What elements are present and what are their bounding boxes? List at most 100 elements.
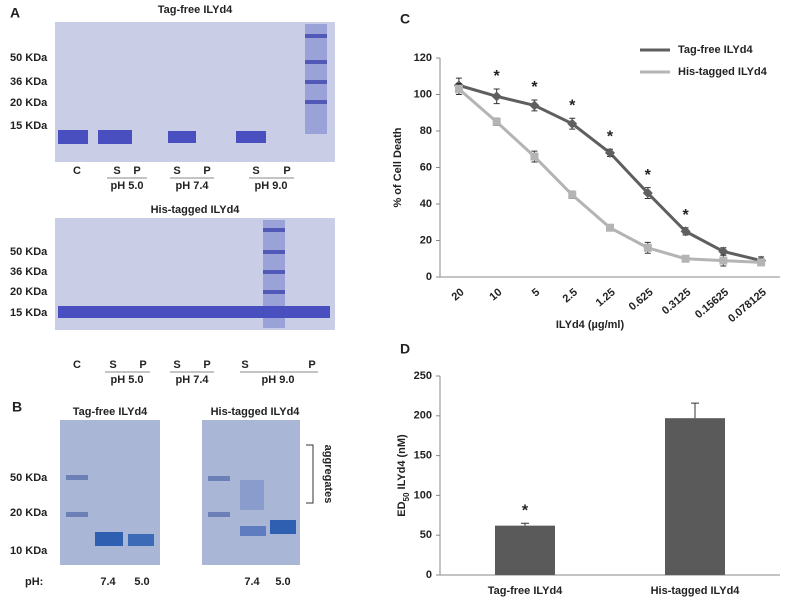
- group-label: pH 7.4: [175, 180, 209, 192]
- series-line: [457, 87, 762, 264]
- panel-label: A: [10, 5, 20, 21]
- x-tick-label: 5: [530, 286, 542, 299]
- lane-label: 7.4: [244, 576, 260, 588]
- significance-marker: *: [494, 68, 501, 85]
- significance-marker: *: [607, 128, 614, 145]
- point: [492, 117, 501, 126]
- y-axis-title-part: 50: [402, 492, 411, 501]
- gel-title: Tag-free ILYd4: [158, 4, 233, 16]
- x-tick-label: 1.25: [594, 286, 618, 309]
- significance-marker: *: [522, 502, 529, 519]
- panel-label: D: [400, 341, 410, 357]
- group-label: pH 9.0: [254, 180, 287, 192]
- bar: [665, 418, 725, 575]
- lane-label: P: [283, 165, 290, 177]
- lane-label: 5.0: [275, 576, 290, 588]
- marker-label: 36 KDa: [10, 76, 48, 88]
- point: [680, 226, 691, 237]
- bracket: [306, 444, 314, 504]
- point: [454, 85, 463, 94]
- point: [530, 152, 539, 161]
- x-tick-label: 0.625: [627, 286, 656, 313]
- point: [681, 254, 690, 263]
- lane-label: P: [203, 359, 210, 371]
- marker-label: 15 KDa: [10, 120, 48, 132]
- lane-label: S: [173, 359, 180, 371]
- y-tick-label: 40: [420, 198, 432, 210]
- point: [491, 91, 502, 102]
- group-label: pH 5.0: [110, 180, 143, 192]
- lane-label: 7.4: [100, 576, 116, 588]
- point: [568, 190, 577, 199]
- lane-label: C: [73, 359, 81, 371]
- lane-label: S: [109, 359, 116, 371]
- x-tick-label: 0.3125: [660, 286, 693, 317]
- significance-marker: *: [645, 167, 652, 184]
- y-axis-title: ED50 ILYd4 (nM): [396, 434, 411, 517]
- y-tick-label: 20: [420, 234, 432, 246]
- legend-label: His-tagged ILYd4: [678, 66, 768, 78]
- y-tick-label: 0: [426, 569, 432, 581]
- gel-image: [60, 420, 300, 565]
- marker-label: 20 KDa: [10, 286, 48, 298]
- gel-image: [55, 218, 335, 330]
- group-label: pH 7.4: [175, 374, 209, 386]
- marker-label: 50 KDa: [10, 472, 48, 484]
- bar: [495, 525, 555, 575]
- legend-label: Tag-free ILYd4: [678, 44, 753, 56]
- y-tick-label: 120: [414, 52, 432, 64]
- marker-label: 50 KDa: [10, 52, 48, 64]
- x-tick-label: 10: [487, 286, 504, 303]
- y-tick-label: 80: [420, 125, 432, 137]
- point: [718, 246, 729, 257]
- gel-title: His-tagged ILYd4: [211, 406, 301, 418]
- significance-marker: *: [531, 79, 538, 96]
- error-bar: [691, 402, 699, 419]
- gel-image: [55, 22, 335, 162]
- point: [643, 243, 652, 252]
- lane-label: S: [113, 165, 120, 177]
- lane-label: P: [308, 359, 315, 371]
- y-tick-label: 50: [420, 529, 432, 541]
- significance-marker: *: [569, 97, 576, 114]
- y-tick-label: 100: [414, 88, 432, 100]
- lane-label: S: [252, 165, 259, 177]
- y-tick-label: 250: [414, 370, 432, 382]
- x-tick-label: Tag-free ILYd4: [488, 585, 563, 597]
- marker-label: 10 KDa: [10, 545, 48, 557]
- ph-label: pH:: [25, 576, 43, 588]
- point: [642, 188, 653, 199]
- significance-marker: *: [682, 207, 689, 224]
- y-tick-label: 0: [426, 271, 432, 283]
- lane-label: P: [203, 165, 210, 177]
- point: [757, 258, 766, 267]
- y-axis-title-part: ILYd4 (nM): [396, 434, 408, 493]
- gel-title: Tag-free ILYd4: [73, 406, 148, 418]
- point: [719, 256, 728, 265]
- x-tick-label: 2.5: [561, 286, 580, 305]
- lane-label: S: [173, 165, 180, 177]
- marker-label: 50 KDa: [10, 246, 48, 258]
- x-tick-label: 0.078125: [726, 286, 769, 325]
- marker-label: 20 KDa: [10, 507, 48, 519]
- group-label: pH 9.0: [261, 374, 294, 386]
- x-tick-label: His-tagged ILYd4: [651, 585, 741, 597]
- lane-label: C: [73, 165, 81, 177]
- marker-label: 36 KDa: [10, 266, 48, 278]
- point: [567, 118, 578, 129]
- point: [529, 100, 540, 111]
- y-tick-label: 200: [414, 410, 432, 422]
- group-label: pH 5.0: [110, 374, 143, 386]
- point: [606, 223, 614, 232]
- series-line: [458, 83, 762, 263]
- marker-label: 20 KDa: [10, 97, 48, 109]
- panel-label: C: [400, 11, 410, 27]
- x-axis-title: ILYd4 (µg/ml): [556, 319, 625, 331]
- error-bar: [521, 522, 529, 526]
- marker-label: 15 KDa: [10, 307, 48, 319]
- y-tick-label: 100: [414, 489, 432, 501]
- lane-label: 5.0: [134, 576, 149, 588]
- y-tick-label: 150: [414, 450, 432, 462]
- lane-label: P: [133, 165, 140, 177]
